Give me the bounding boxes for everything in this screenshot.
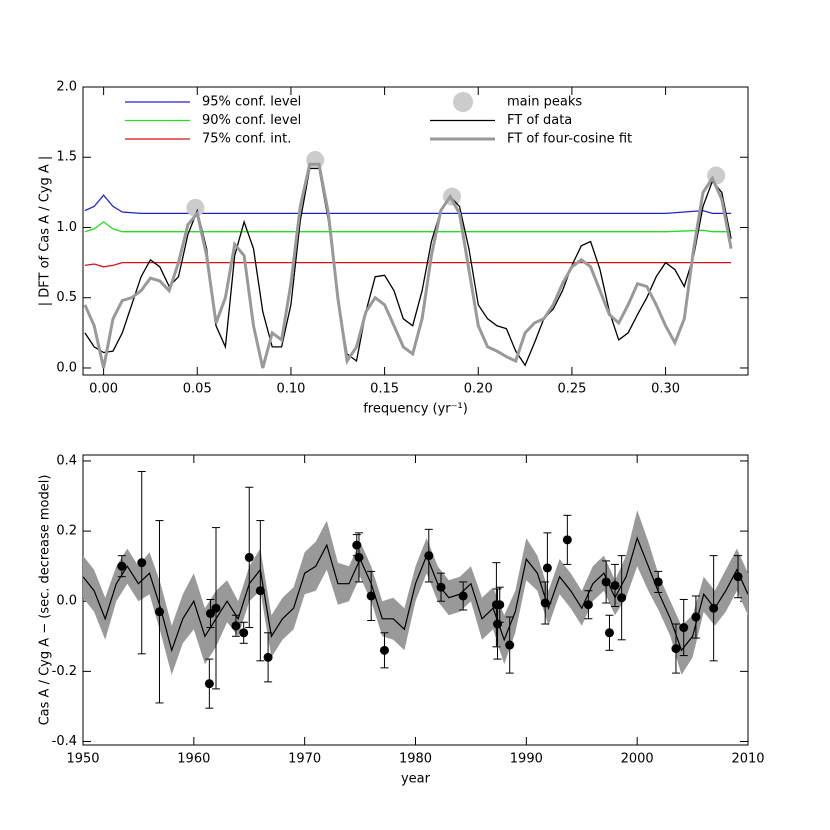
x-tick-label: 0.15	[370, 382, 399, 397]
series-line	[84, 261, 732, 268]
x-tick-label: 1960	[177, 752, 210, 767]
y-tick-label: 0.4	[56, 453, 77, 468]
data-point	[424, 551, 434, 561]
data-point	[562, 535, 572, 545]
data-point	[691, 612, 701, 622]
y-tick-label: 1.5	[56, 150, 77, 165]
data-point	[244, 552, 254, 562]
data-point	[117, 561, 127, 571]
legend-label: 75% conf. int.	[202, 132, 291, 147]
x-tick-label: 0.25	[557, 382, 586, 397]
data-point	[679, 623, 689, 633]
y-tick-label: 0.2	[56, 524, 77, 539]
x-tick-label: 0.05	[183, 382, 212, 397]
y-axis-label: Cas A / Cyg A − (sec. decrease model)	[38, 475, 53, 726]
data-point	[495, 600, 505, 610]
data-point	[436, 582, 446, 592]
y-tick-label: 0.0	[56, 360, 77, 375]
x-tick-label: 0.20	[464, 382, 493, 397]
x-tick-label: 0.00	[89, 382, 118, 397]
legend-marker	[453, 92, 473, 112]
x-tick-label: 1980	[399, 752, 432, 767]
data-point	[154, 607, 164, 617]
x-axis-label: frequency (yr⁻¹)	[363, 402, 468, 417]
data-point	[379, 645, 389, 655]
y-tick-label: -0.4	[52, 734, 77, 749]
y-tick-label: 0.0	[56, 594, 77, 609]
data-point	[458, 591, 468, 601]
data-point	[617, 593, 627, 603]
data-point	[352, 540, 362, 550]
series-line	[84, 194, 732, 215]
data-point	[709, 603, 719, 613]
x-tick-label: 0.30	[651, 382, 680, 397]
peak-marker	[186, 198, 205, 217]
legend-label: FT of four-cosine fit	[507, 132, 632, 147]
x-tick-label: 1990	[510, 752, 543, 767]
x-tick-label: 1950	[66, 752, 99, 767]
series-line	[83, 162, 733, 369]
plot-area	[83, 510, 748, 675]
data-point	[137, 558, 147, 568]
y-tick-label: -0.2	[52, 664, 77, 679]
plot-area	[83, 151, 733, 369]
data-point	[204, 679, 214, 689]
data-point	[255, 586, 265, 596]
x-tick-label: 0.10	[276, 382, 305, 397]
y-tick-label: 1.0	[56, 220, 77, 235]
model-band	[83, 510, 748, 675]
data-point	[671, 644, 681, 654]
data-point	[653, 577, 663, 587]
data-point	[493, 619, 503, 629]
legend-label: FT of data	[507, 113, 572, 128]
model-line	[83, 536, 748, 653]
x-axis-label: year	[401, 772, 431, 787]
series-line	[84, 167, 732, 367]
data-point	[601, 577, 611, 587]
data-point	[366, 591, 376, 601]
legend-label: 90% conf. level	[202, 113, 301, 128]
data-point	[604, 628, 614, 638]
legend-label: main peaks	[507, 95, 582, 110]
data-point	[583, 600, 593, 610]
data-point	[354, 552, 364, 562]
legend-label: 95% conf. level	[202, 95, 301, 110]
y-tick-label: 2.0	[56, 80, 77, 95]
data-point	[231, 621, 241, 631]
data-point	[610, 580, 620, 590]
x-tick-label: 2000	[621, 752, 654, 767]
data-point	[542, 563, 552, 573]
data-point	[239, 628, 249, 638]
y-axis-label: | DFT of Cas A / Cyg A |	[38, 156, 53, 307]
y-tick-label: 0.5	[56, 290, 77, 305]
data-point	[211, 603, 221, 613]
data-point	[733, 572, 743, 582]
data-point	[263, 652, 273, 662]
x-tick-label: 2010	[731, 752, 764, 767]
series-line	[84, 221, 732, 233]
data-point	[505, 640, 515, 650]
plot-frame	[82, 86, 749, 376]
x-tick-label: 1970	[288, 752, 321, 767]
